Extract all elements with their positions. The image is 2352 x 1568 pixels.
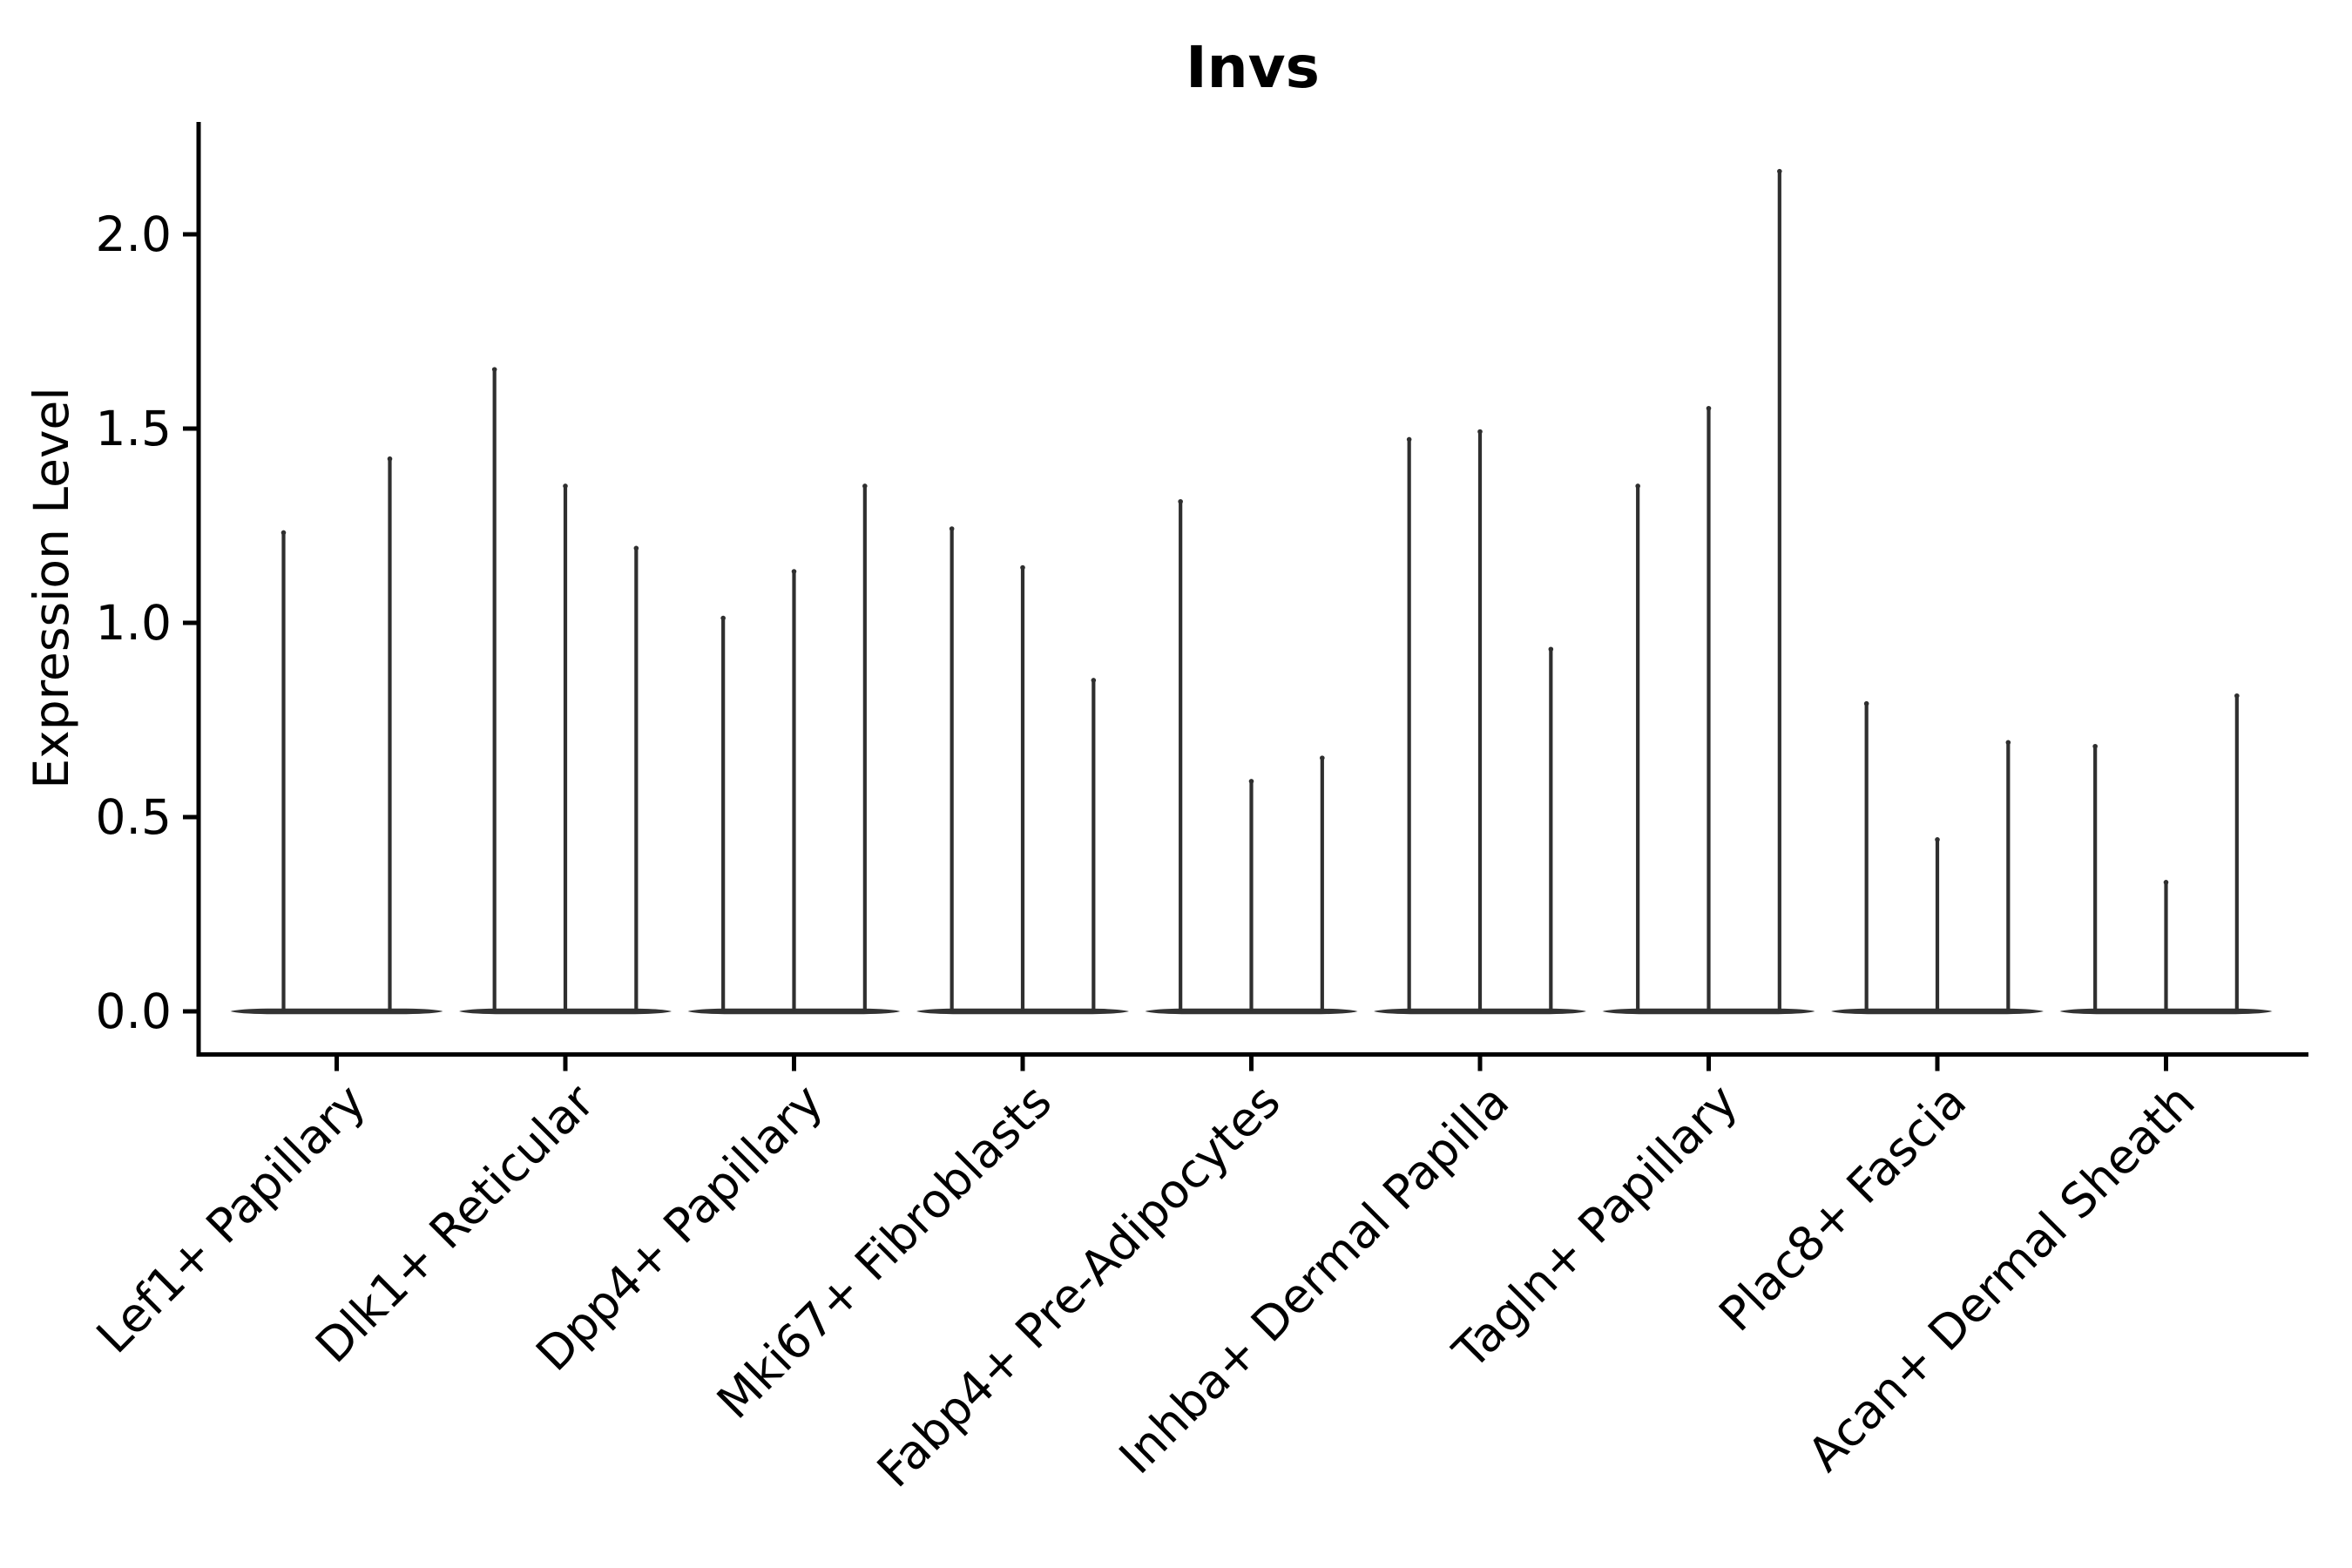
violin-group bbox=[459, 367, 672, 1015]
y-tick-label: 0.0 bbox=[96, 983, 172, 1039]
violin-spike-tip bbox=[491, 367, 497, 372]
violins bbox=[230, 168, 2273, 1015]
violin-spike-tip bbox=[1320, 755, 1325, 760]
violin-spike-tip bbox=[1178, 498, 1183, 504]
violin-group bbox=[687, 483, 901, 1015]
x-tick-label: Fabp4+ Pre-Adipocytes bbox=[867, 1074, 1291, 1498]
y-tick-label: 2.0 bbox=[96, 206, 172, 262]
violin-spike-tip bbox=[633, 545, 639, 551]
violin-base bbox=[2059, 1008, 2273, 1015]
violin-spike-tip bbox=[1777, 168, 1782, 174]
y-tick-label: 1.5 bbox=[96, 401, 172, 456]
violin-spike-tip bbox=[2092, 743, 2098, 749]
violin-spike-tip bbox=[2005, 740, 2011, 746]
x-tick-label: Inhba+ Dermal Papilla bbox=[1109, 1074, 1519, 1484]
violin-spike-tip bbox=[1248, 779, 1254, 784]
violin-group bbox=[1831, 700, 2044, 1015]
violin-spike-tip bbox=[1091, 678, 1097, 683]
violin-base bbox=[1145, 1008, 1358, 1015]
violin-spike-tip bbox=[1406, 436, 1412, 443]
violin-base bbox=[687, 1008, 901, 1015]
violin-group bbox=[916, 526, 1129, 1015]
violin-spike-tip bbox=[1477, 429, 1483, 435]
violin-base bbox=[1374, 1008, 1586, 1015]
violin-spike-tip bbox=[949, 526, 955, 531]
violin-spike-tip bbox=[720, 615, 726, 621]
violin-spike-tip bbox=[1863, 700, 1869, 706]
violin-group bbox=[1602, 168, 1815, 1015]
violin-spike-tip bbox=[387, 456, 393, 462]
violin-base bbox=[916, 1008, 1129, 1015]
violin-group bbox=[230, 456, 443, 1015]
y-tick-label: 1.0 bbox=[96, 595, 172, 651]
violin-spike-tip bbox=[563, 483, 568, 489]
violin-group bbox=[1145, 498, 1358, 1015]
violin-spike-tip bbox=[1935, 837, 1940, 842]
chart-title: Invs bbox=[1186, 34, 1320, 101]
y-axis-label: Expression Level bbox=[24, 387, 79, 788]
violin-spike-tip bbox=[2163, 880, 2169, 885]
violin-base bbox=[459, 1008, 672, 1015]
violin-spike-tip bbox=[1635, 483, 1640, 489]
violin-base bbox=[1602, 1008, 1815, 1015]
violin-group bbox=[2059, 693, 2273, 1015]
violin-spike-tip bbox=[280, 530, 287, 536]
violin-base bbox=[230, 1008, 443, 1015]
violin-spike-tip bbox=[1548, 646, 1554, 652]
y-tick-label: 0.5 bbox=[96, 789, 172, 845]
x-tick-label: Acan+ Dermal Sheath bbox=[1797, 1074, 2205, 1482]
x-tick-label: Plac8+ Fascia bbox=[1708, 1074, 1977, 1342]
violin-base bbox=[1831, 1008, 2044, 1015]
violin-spike-tip bbox=[1706, 405, 1712, 411]
violin-spike-tip bbox=[862, 483, 868, 489]
violin-spike-tip bbox=[2234, 693, 2240, 699]
violin-group bbox=[1374, 429, 1586, 1015]
violin-spike-tip bbox=[1020, 564, 1025, 571]
violin-spike-tip bbox=[791, 569, 797, 574]
